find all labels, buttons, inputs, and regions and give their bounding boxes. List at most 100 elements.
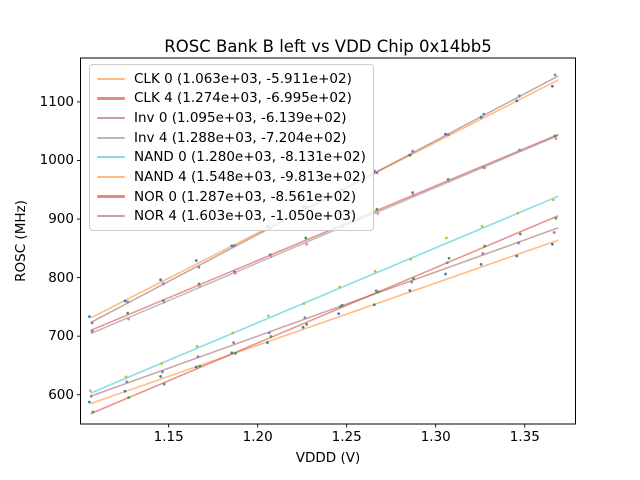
data-point-NOR-4: [411, 149, 414, 153]
data-point-Inv-4: [554, 137, 558, 141]
y-tick-label: 600: [48, 386, 74, 403]
data-point-NOR-0: [340, 303, 344, 307]
data-point-NOR-0: [376, 290, 380, 294]
x-tick-label: 1.15: [153, 429, 184, 445]
y-tick-label: 900: [48, 211, 74, 228]
data-point-CLK-0: [88, 400, 91, 404]
data-point-NOR-0: [483, 244, 487, 248]
data-point-Inv-0: [445, 261, 449, 265]
data-point-Inv-0: [161, 370, 164, 374]
data-point-NOR-4: [375, 171, 379, 175]
legend-label: CLK 4 (1.274e+03, -6.995e+02): [134, 90, 352, 107]
data-point-NOR-0: [127, 396, 130, 399]
data-point-CLK-0: [194, 365, 198, 369]
legend-line-swatch: [97, 195, 125, 198]
legend-label: Inv 4 (1.288e+03, -7.204e+02): [134, 129, 347, 146]
data-point-NOR-0: [412, 277, 415, 280]
legend-item-nor-0: NOR 0 (1.287e+03, -8.561e+02): [97, 187, 365, 207]
data-point-CLK-0: [230, 351, 234, 355]
data-point-Inv-4: [127, 317, 130, 321]
data-point-CLK-0: [123, 389, 127, 393]
legend: CLK 0 (1.063e+03, -5.911e+02) CLK 4 (1.27…: [89, 64, 374, 231]
data-point-Inv-4: [376, 212, 380, 215]
y-tick-label: 1100: [39, 93, 74, 110]
data-point-NOR-0: [554, 216, 558, 220]
data-point-NAND-0: [266, 314, 270, 318]
legend-line-swatch: [97, 77, 125, 80]
data-point-NAND-0: [409, 257, 413, 261]
fit-line-NAND-0: [90, 195, 559, 394]
data-point-Inv-0: [410, 280, 414, 284]
fit-line-Inv-4: [90, 134, 559, 335]
data-point-CLK-4: [375, 207, 379, 211]
legend-line-swatch: [97, 97, 125, 100]
data-point-NAND-0: [445, 236, 448, 240]
data-point-NOR-4: [161, 282, 165, 286]
data-point-CLK-4: [411, 191, 414, 195]
data-point-NAND-4: [444, 132, 447, 136]
legend-item-nand-4: NAND 4 (1.548e+03, -9.813e+02): [97, 167, 366, 187]
data-point-CLK-4: [553, 134, 557, 138]
data-point-NAND-4: [88, 315, 91, 319]
data-point-CLK-0: [266, 341, 269, 345]
y-tick-label: 700: [48, 328, 74, 345]
legend-label: NOR 4 (1.603e+03, -1.050e+03): [134, 208, 357, 225]
legend-item-clk-0: CLK 0 (1.063e+03, -5.911e+02): [97, 69, 365, 89]
data-point-CLK-0: [550, 242, 554, 246]
data-point-Inv-0: [481, 252, 485, 255]
data-point-NAND-0: [551, 198, 555, 202]
data-point-CLK-0: [372, 303, 376, 307]
data-point-NAND-0: [124, 375, 128, 379]
data-point-NAND-4: [159, 278, 163, 282]
data-point-NAND-4: [479, 115, 483, 119]
data-point-Inv-4: [518, 148, 522, 152]
data-point-NAND-0: [480, 224, 484, 228]
data-point-NAND-4: [194, 259, 198, 262]
data-point-CLK-0: [159, 375, 163, 378]
legend-line-swatch: [97, 136, 125, 139]
data-point-Inv-4: [198, 284, 202, 288]
data-point-Inv-4: [234, 271, 237, 275]
legend-label: Inv 0 (1.095e+03, -6.139e+02): [134, 110, 347, 127]
fit-line-CLK-4: [90, 133, 559, 331]
data-point-NOR-0: [518, 232, 522, 236]
data-point-Inv-0: [125, 380, 129, 384]
data-point-NAND-4: [550, 84, 554, 88]
data-point-NAND-4: [515, 99, 519, 103]
data-point-NAND-4: [123, 299, 127, 303]
data-point-CLK-4: [126, 311, 130, 315]
legend-item-inv-4: Inv 4 (1.288e+03, -7.204e+02): [97, 128, 365, 148]
data-point-NOR-4: [126, 300, 130, 304]
data-point-NOR-4: [518, 94, 521, 98]
data-point-NOR-0: [269, 335, 273, 338]
data-point-Inv-0: [232, 341, 236, 345]
data-point-NOR-0: [305, 322, 309, 326]
data-point-Inv-0: [552, 231, 556, 234]
data-point-NOR-0: [162, 382, 166, 386]
data-point-Inv-0: [303, 316, 307, 319]
data-point-NAND-0: [516, 211, 520, 215]
legend-label: NOR 0 (1.287e+03, -8.561e+02): [134, 188, 357, 205]
data-point-Inv-4: [483, 166, 487, 170]
data-point-NOR-4: [553, 73, 557, 77]
data-point-NOR-0: [198, 364, 202, 368]
data-point-Inv-4: [91, 330, 95, 334]
legend-item-nor-4: NOR 4 (1.603e+03, -1.050e+03): [97, 206, 365, 226]
data-point-Inv-4: [305, 242, 309, 246]
data-point-CLK-4: [304, 236, 308, 240]
data-point-NAND-0: [231, 331, 235, 335]
x-axis-label: VDDD (V): [295, 450, 361, 466]
data-point-CLK-0: [408, 289, 412, 292]
data-point-NOR-4: [233, 244, 236, 247]
data-point-Inv-0: [267, 331, 271, 335]
legend-line-swatch: [97, 175, 125, 179]
data-point-Inv-4: [412, 193, 415, 197]
data-point-NAND-0: [302, 302, 306, 306]
legend-label: CLK 0 (1.063e+03, -5.911e+02): [134, 70, 352, 87]
data-point-NAND-0: [373, 269, 377, 273]
data-point-Inv-4: [269, 255, 273, 258]
data-point-CLK-0: [301, 325, 305, 329]
chart-title: ROSC Bank B left vs VDD Chip 0x14bb5: [164, 37, 492, 56]
x-tick-label: 1.35: [509, 429, 540, 445]
